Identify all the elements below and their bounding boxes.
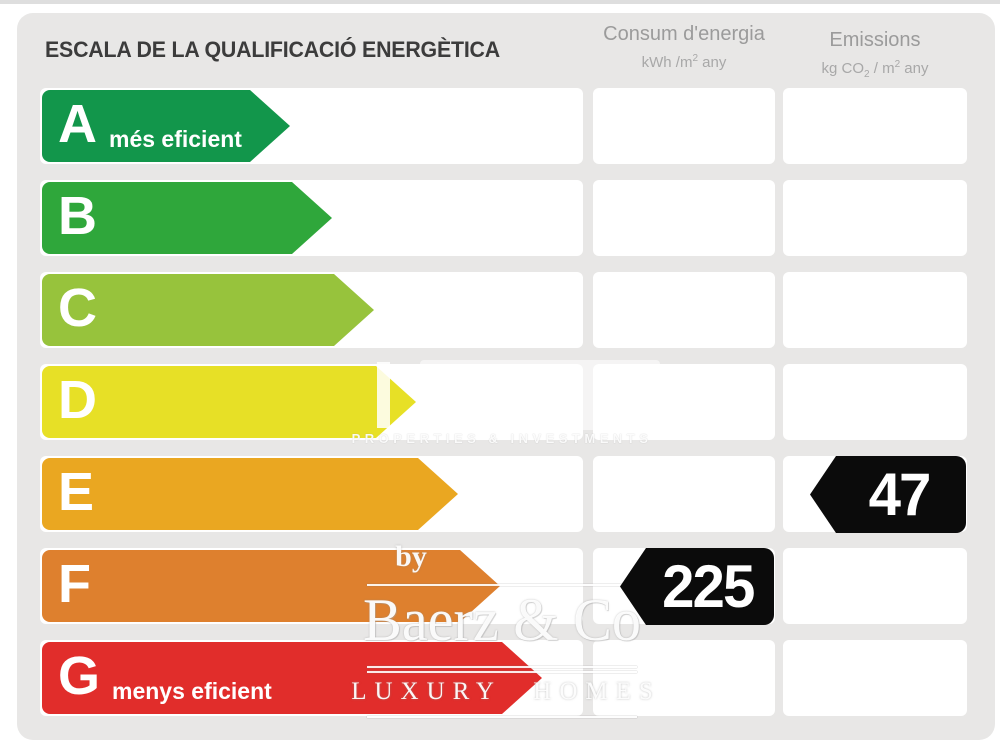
grade-letter: E [58, 462, 95, 522]
grade-letter: A [58, 94, 97, 154]
consum-cell [593, 88, 775, 164]
scale-row: B [17, 180, 995, 256]
grade-arrow: D [42, 366, 416, 438]
grade-arrow: E [42, 458, 458, 530]
grade-note: menys eficient [112, 678, 272, 704]
scale-row: A més eficient [17, 88, 995, 164]
scale-row: G menys eficient [17, 640, 995, 716]
grade-arrow: B [42, 182, 332, 254]
consum-cell [593, 180, 775, 256]
consum-value: 225 [662, 552, 755, 620]
scale-cell: A més eficient [40, 88, 583, 164]
consum-column-title: Consum d'energia [603, 23, 765, 45]
grade-letter: D [58, 370, 97, 430]
grade-arrow: F [42, 550, 500, 622]
scale-cell: F [40, 548, 583, 624]
consum-cell [593, 364, 775, 440]
page-title: ESCALA DE LA QUALIFICACIÓ ENERGÈTICA [45, 37, 501, 62]
emissions-cell [783, 548, 967, 624]
grade-letter: B [58, 186, 97, 246]
scale-row: C [17, 272, 995, 348]
emissions-cell [783, 180, 967, 256]
grade-letter: C [58, 278, 97, 338]
scale-rows: A més eficient B C D [17, 88, 995, 732]
column-header-consum: Consum d'energia kWh /m2 any [593, 23, 775, 71]
grade-arrow: A més eficient [42, 90, 290, 162]
scale-row: F 225 [17, 548, 995, 625]
consum-cell [593, 456, 775, 532]
scale-row: E 47 [17, 456, 995, 533]
emissions-value-tag: 47 [810, 456, 966, 533]
consum-cell [593, 272, 775, 348]
grade-arrow: G menys eficient [42, 642, 542, 714]
consum-value-tag: 225 [620, 548, 774, 625]
column-header-emissions: Emissions kg CO2 / m2 any [783, 29, 967, 80]
consum-column-units: kWh /m2 any [641, 53, 727, 71]
grade-note: més eficient [109, 126, 242, 152]
scale-cell: G menys eficient [40, 640, 583, 716]
grade-arrow: C [42, 274, 374, 346]
scale-cell: B [40, 180, 583, 256]
scale-cell: C [40, 272, 583, 348]
scale-row: D [17, 364, 995, 440]
emissions-column-units: kg CO2 / m2 any [821, 59, 929, 80]
grade-letter: F [58, 554, 91, 614]
energy-rating-panel: ESCALA DE LA QUALIFICACIÓ ENERGÈTICA Con… [17, 13, 995, 740]
emissions-cell [783, 364, 967, 440]
emissions-cell [783, 640, 967, 716]
emissions-column-title: Emissions [829, 29, 921, 51]
emissions-cell [783, 88, 967, 164]
emissions-cell [783, 272, 967, 348]
page-top-strip [0, 0, 1000, 4]
emissions-value: 47 [868, 460, 931, 528]
scale-cell: D [40, 364, 583, 440]
consum-cell: 225 [593, 548, 775, 625]
emissions-cell: 47 [783, 456, 967, 533]
grade-letter: G [58, 646, 101, 706]
consum-cell [593, 640, 775, 716]
scale-cell: E [40, 456, 583, 532]
